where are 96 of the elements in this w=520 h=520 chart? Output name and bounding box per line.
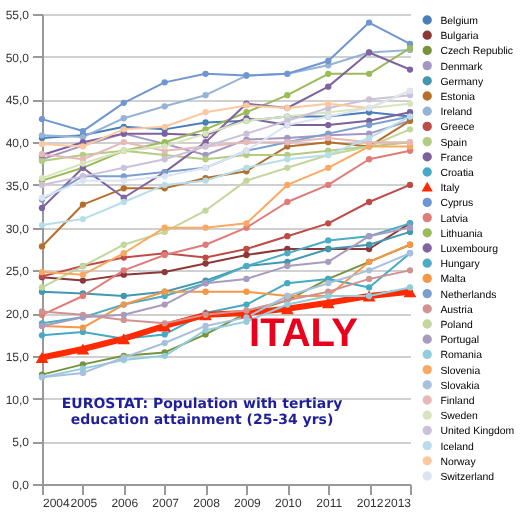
point <box>365 19 373 26</box>
point <box>284 181 291 189</box>
point <box>365 284 373 291</box>
point <box>38 140 46 148</box>
point <box>284 233 291 240</box>
point <box>202 241 209 248</box>
point <box>120 99 127 107</box>
point <box>243 130 250 137</box>
point <box>79 324 87 331</box>
point <box>120 241 127 248</box>
point <box>120 292 127 300</box>
point <box>38 332 46 339</box>
point <box>284 198 291 206</box>
point <box>202 119 209 126</box>
point <box>284 250 291 257</box>
point <box>79 271 87 278</box>
point <box>284 164 291 171</box>
point <box>243 275 250 283</box>
point <box>406 100 414 107</box>
point <box>161 224 168 231</box>
point <box>161 79 168 86</box>
point <box>325 220 332 227</box>
point <box>325 181 332 189</box>
point <box>120 316 127 324</box>
point <box>202 260 209 267</box>
point <box>202 156 209 163</box>
point <box>202 322 209 330</box>
point <box>38 221 46 229</box>
point <box>79 369 87 377</box>
point <box>325 57 332 65</box>
point <box>202 288 209 295</box>
point <box>161 331 168 338</box>
point <box>202 224 209 231</box>
point <box>365 121 373 129</box>
point <box>38 204 46 212</box>
point <box>79 201 87 208</box>
point <box>120 185 127 192</box>
point <box>120 164 127 171</box>
point <box>38 243 46 250</box>
annotation: ITALY <box>249 312 360 356</box>
point <box>365 241 373 248</box>
point <box>202 207 209 214</box>
point <box>38 268 46 276</box>
point <box>120 311 127 318</box>
point <box>243 177 250 184</box>
point <box>202 70 209 77</box>
point <box>161 320 168 327</box>
point <box>406 284 414 291</box>
point <box>325 83 332 90</box>
point <box>325 280 332 287</box>
point <box>161 268 168 276</box>
point <box>406 126 414 133</box>
point <box>76 343 90 355</box>
point <box>120 198 127 206</box>
point <box>325 121 332 129</box>
point <box>284 92 291 99</box>
point <box>325 258 332 265</box>
point <box>243 251 250 259</box>
point <box>325 70 332 77</box>
point <box>365 156 373 163</box>
point <box>38 181 46 189</box>
point <box>161 301 168 308</box>
point <box>243 288 250 295</box>
point <box>35 352 49 364</box>
point <box>365 96 373 103</box>
point <box>202 92 209 99</box>
point <box>79 277 87 284</box>
point <box>243 109 250 116</box>
point <box>161 339 168 347</box>
point <box>325 237 332 244</box>
point <box>321 297 335 309</box>
point <box>243 301 250 308</box>
point <box>365 267 373 274</box>
point <box>325 100 332 107</box>
point <box>406 181 414 189</box>
point <box>161 156 168 163</box>
point <box>120 115 127 122</box>
point <box>284 156 291 163</box>
point <box>202 109 209 116</box>
point <box>365 198 373 206</box>
point <box>79 215 87 223</box>
point <box>406 267 414 274</box>
point <box>120 139 127 146</box>
point <box>365 275 373 283</box>
point <box>284 262 291 270</box>
point <box>284 280 291 287</box>
point <box>202 254 209 261</box>
point <box>365 70 373 77</box>
point <box>161 103 168 110</box>
point <box>243 245 250 253</box>
point <box>406 66 414 73</box>
point <box>365 134 373 142</box>
point <box>161 173 168 180</box>
point <box>325 164 332 171</box>
point <box>79 127 87 135</box>
point <box>38 115 46 123</box>
